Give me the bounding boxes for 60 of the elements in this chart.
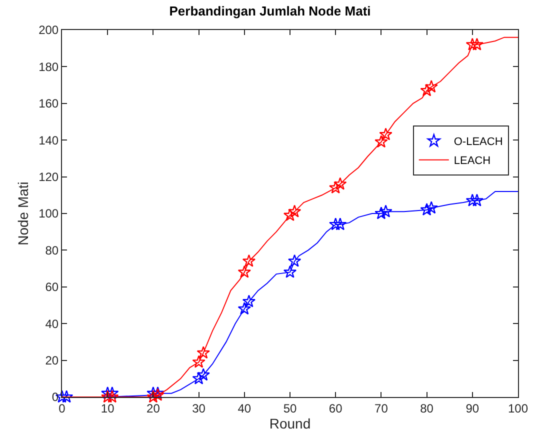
point bbox=[238, 265, 251, 278]
point bbox=[288, 254, 302, 267]
point bbox=[329, 180, 342, 194]
point bbox=[470, 194, 484, 206]
point bbox=[106, 390, 119, 403]
point bbox=[334, 177, 347, 190]
point bbox=[466, 38, 479, 50]
point bbox=[288, 204, 302, 218]
point bbox=[470, 38, 484, 50]
point bbox=[329, 218, 342, 230]
point bbox=[283, 208, 297, 222]
x-tick-label: 60 bbox=[328, 401, 343, 416]
y-tick-label: 140 bbox=[38, 133, 59, 148]
point bbox=[60, 390, 74, 403]
x-tick-label: 30 bbox=[192, 401, 206, 416]
y-tick-label: 120 bbox=[38, 170, 59, 184]
point bbox=[420, 84, 434, 96]
legend-label: O-LEACH bbox=[454, 136, 503, 148]
y-axis-title: Node Mati bbox=[15, 182, 32, 246]
legend-label: LEACH bbox=[454, 155, 491, 168]
point bbox=[146, 390, 160, 403]
y-tick-label: 100 bbox=[38, 206, 59, 221]
y-tick-label: 80 bbox=[45, 243, 59, 258]
y-tick-label: 160 bbox=[38, 96, 59, 111]
point bbox=[424, 201, 438, 214]
point bbox=[424, 80, 438, 93]
y-tick-label: 0 bbox=[52, 390, 59, 404]
x-tick-label: 80 bbox=[420, 401, 434, 416]
point bbox=[106, 386, 119, 400]
point bbox=[242, 294, 256, 308]
point bbox=[379, 128, 392, 140]
point bbox=[196, 346, 210, 359]
point bbox=[101, 386, 114, 400]
x-tick-label: 10 bbox=[100, 401, 115, 416]
x-tick-label: 100 bbox=[508, 401, 528, 416]
point bbox=[238, 302, 251, 315]
point bbox=[379, 204, 392, 218]
y-tick-label: 40 bbox=[45, 316, 59, 331]
point bbox=[420, 202, 434, 216]
chart-title: Perbandingan Jumlah Node Mati bbox=[169, 4, 371, 19]
point bbox=[101, 390, 114, 403]
x-tick-label: 50 bbox=[283, 401, 297, 416]
point bbox=[196, 368, 210, 381]
point bbox=[374, 135, 388, 148]
x-tick-label: 40 bbox=[238, 401, 252, 416]
y-tick-label: 200 bbox=[38, 23, 59, 38]
point bbox=[242, 254, 256, 267]
point bbox=[192, 372, 206, 384]
x-tick-label: 70 bbox=[374, 401, 388, 416]
y-tick-label: 20 bbox=[45, 354, 59, 368]
point bbox=[374, 206, 388, 220]
x-axis-title: Round bbox=[269, 416, 311, 432]
point bbox=[466, 194, 479, 206]
point bbox=[283, 265, 297, 278]
x-tick-label: 90 bbox=[466, 401, 480, 416]
point bbox=[192, 355, 206, 368]
y-tick-label: 60 bbox=[45, 280, 59, 294]
y-tick-label: 180 bbox=[38, 60, 59, 74]
point bbox=[334, 218, 347, 230]
x-tick-label: 20 bbox=[146, 401, 160, 416]
